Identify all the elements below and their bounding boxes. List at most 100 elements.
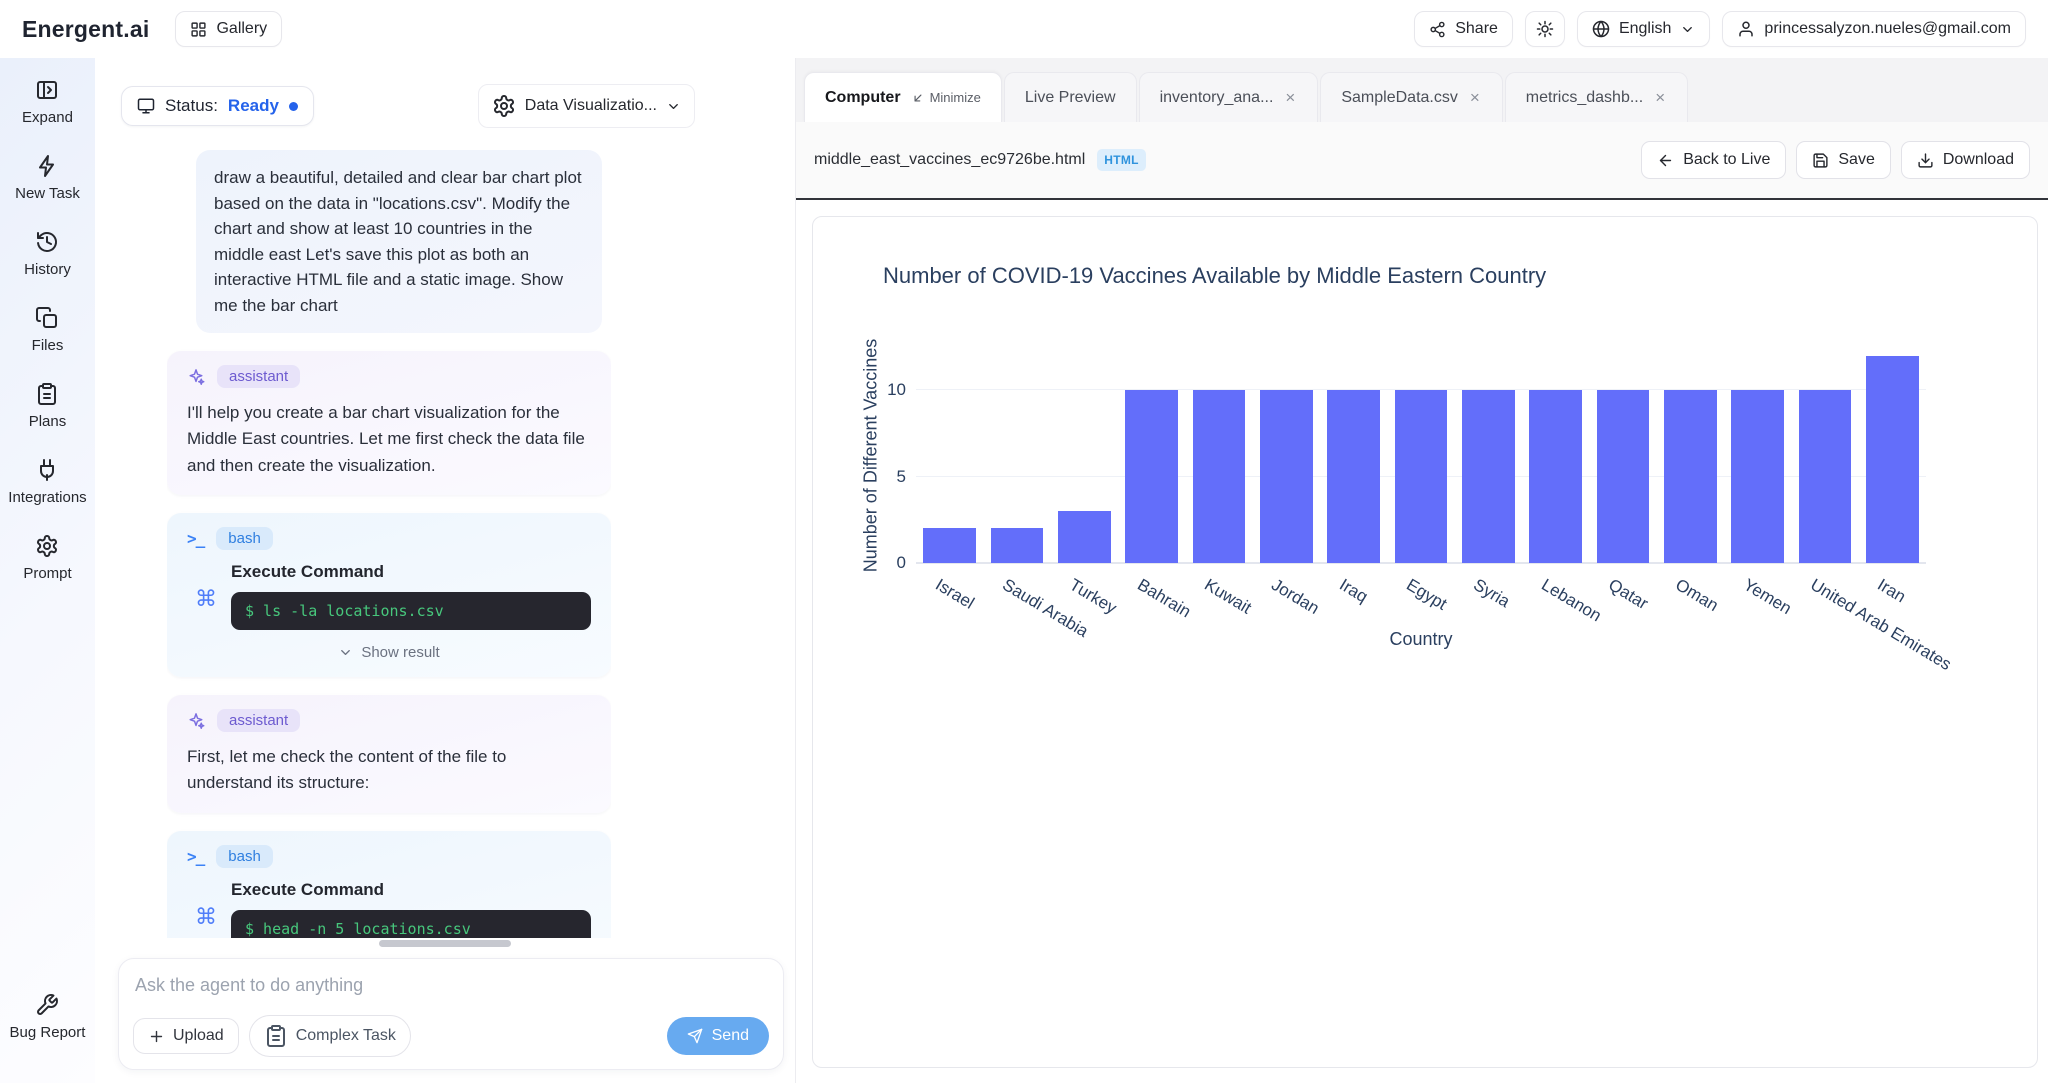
app-logo: Energent.ai — [22, 15, 150, 42]
save-label: Save — [1838, 151, 1875, 168]
chart-title: Number of COVID-19 Vaccines Available by… — [883, 263, 1547, 288]
history-icon — [35, 230, 59, 254]
x-tick-label-qatar: Qatar — [1605, 575, 1652, 614]
x-axis-label: Country — [1389, 629, 1453, 649]
bar-saudi-arabia[interactable] — [990, 528, 1044, 563]
sidebar-item-plans[interactable]: Plans — [8, 382, 86, 430]
complex-task-button[interactable]: Complex Task — [248, 1015, 411, 1057]
send-label: Send — [711, 1027, 749, 1044]
status-badge[interactable]: Status: Ready — [121, 86, 314, 126]
tab-computer[interactable]: Computer Minimize — [804, 72, 1002, 122]
execute-command-label: Execute Command — [231, 562, 385, 582]
download-icon — [1917, 152, 1934, 169]
show-result-label: Show result — [361, 644, 440, 662]
x-tick-label-egypt: Egypt — [1403, 575, 1451, 614]
upload-button[interactable]: Upload — [133, 1018, 239, 1054]
back-to-live-button[interactable]: Back to Live — [1641, 141, 1787, 179]
status-value: Ready — [227, 96, 279, 115]
x-tick-label-israel: Israel — [931, 575, 978, 613]
globe-icon — [1592, 20, 1610, 38]
chevron-down-icon — [1680, 22, 1695, 37]
bar-syria[interactable] — [1462, 390, 1515, 563]
language-selector[interactable]: English — [1576, 11, 1711, 47]
sidebar-item-files[interactable]: Files — [8, 306, 86, 354]
tab-label: SampleData.csv — [1341, 88, 1458, 106]
download-label: Download — [1942, 151, 2014, 168]
save-button[interactable]: Save — [1796, 141, 1891, 179]
sidebar-item-prompt[interactable]: Prompt — [8, 534, 86, 582]
sidebar-item-new-task[interactable]: New Task — [8, 154, 86, 202]
close-tab-icon[interactable]: × — [1469, 87, 1480, 107]
bar-israel[interactable] — [923, 528, 976, 563]
bar-egypt[interactable] — [1394, 390, 1448, 563]
bar-iran[interactable] — [1866, 355, 1919, 563]
tab-label: inventory_ana... — [1159, 88, 1274, 106]
tab-sampledata-csv[interactable]: SampleData.csv × — [1320, 72, 1503, 122]
send-button[interactable]: Send — [666, 1017, 769, 1055]
minimize-button[interactable]: Minimize — [911, 90, 981, 105]
resize-handle[interactable] — [379, 940, 511, 947]
bar-qatar[interactable] — [1596, 390, 1650, 563]
bar-oman[interactable] — [1664, 390, 1717, 563]
wrench-icon — [35, 993, 59, 1017]
assistant-message-text: First, let me check the content of the f… — [187, 747, 507, 793]
chat-input[interactable] — [135, 975, 767, 996]
tab-inventory-ana-[interactable]: inventory_ana... × — [1138, 72, 1319, 122]
send-icon — [687, 1028, 703, 1044]
bar-jordan[interactable] — [1260, 390, 1313, 563]
show-result-button[interactable]: Show result — [187, 644, 591, 661]
bar-kuwait[interactable] — [1192, 390, 1246, 563]
sidebar-item-expand[interactable]: Expand — [8, 78, 86, 126]
file-type-badge: HTML — [1097, 149, 1146, 171]
message-list: draw a beautiful, detailed and clear bar… — [167, 136, 611, 938]
x-tick-label-syria: Syria — [1470, 575, 1514, 612]
command-box[interactable]: $ head -n 5 locations.csv — [231, 909, 591, 938]
terminal-prompt-icon: >_ — [187, 846, 205, 866]
close-tab-icon[interactable]: × — [1655, 87, 1666, 107]
theme-toggle-button[interactable] — [1524, 11, 1565, 47]
sidebar: Expand New Task History Files Plans Inte… — [0, 58, 95, 1083]
tab-metrics-dashb-[interactable]: metrics_dashb... × — [1504, 72, 1689, 122]
agent-selector-label: Data Visualizatio... — [524, 97, 657, 114]
clipboard-icon — [35, 382, 59, 406]
gridline-y-10 — [916, 389, 1926, 391]
complex-task-label: Complex Task — [295, 1027, 396, 1044]
x-tick-label-jordan: Jordan — [1268, 575, 1323, 619]
tab-label: metrics_dashb... — [1525, 88, 1644, 106]
gallery-button[interactable]: Gallery — [175, 11, 283, 47]
minimize-label: Minimize — [929, 90, 981, 105]
bar-lebanon[interactable] — [1529, 390, 1582, 563]
agent-selector[interactable]: Data Visualizatio... — [477, 84, 695, 128]
close-tab-icon[interactable]: × — [1285, 87, 1296, 107]
sidebar-item-integrations[interactable]: Integrations — [8, 458, 87, 506]
user-message: draw a beautiful, detailed and clear bar… — [196, 150, 602, 333]
bar-iraq[interactable] — [1327, 390, 1380, 563]
x-tick-label-kuwait: Kuwait — [1201, 575, 1255, 618]
clipboard-icon — [264, 1024, 288, 1048]
terminal-prompt-icon: >_ — [187, 529, 205, 549]
toolbar-divider — [796, 198, 2048, 200]
workspace-panel: Computer Minimize Live Preview inventory_a… — [795, 58, 2048, 1083]
user-account-button[interactable]: princessalyzon.nueles@gmail.com — [1722, 11, 2026, 47]
bar-united-arab-emirates[interactable] — [1798, 390, 1852, 563]
bar-bahrain[interactable] — [1125, 390, 1178, 563]
chevron-down-icon — [338, 645, 353, 660]
share-button[interactable]: Share — [1414, 11, 1513, 47]
assistant-message: assistant First, let me check the conten… — [167, 695, 611, 813]
status-label: Status: — [165, 96, 218, 115]
y-tick-label-0: 0 — [896, 553, 906, 572]
bar-yemen[interactable] — [1731, 390, 1784, 563]
tab-label: Live Preview — [1024, 88, 1116, 106]
bar-turkey[interactable] — [1058, 511, 1111, 563]
grid-icon — [190, 21, 207, 38]
chat-input-card: Upload Complex Task Send — [118, 958, 784, 1070]
preview-content: Number of COVID-19 Vaccines Available by… — [796, 200, 2048, 1083]
download-button[interactable]: Download — [1900, 141, 2030, 179]
bar-chart-plot: 0 5 10 Israel Saudi Arabia Turkey Bahrain Kuwai… — [887, 345, 1955, 674]
tab-live-preview[interactable]: Live Preview — [1003, 72, 1137, 122]
sidebar-item-history[interactable]: History — [8, 230, 86, 278]
command-box[interactable]: $ ls -la locations.csv — [231, 592, 591, 631]
panel-expand-icon — [35, 78, 59, 102]
sidebar-item-bug-report[interactable]: Bug Report — [10, 993, 85, 1041]
x-tick-label-bahrain: Bahrain — [1133, 575, 1194, 622]
